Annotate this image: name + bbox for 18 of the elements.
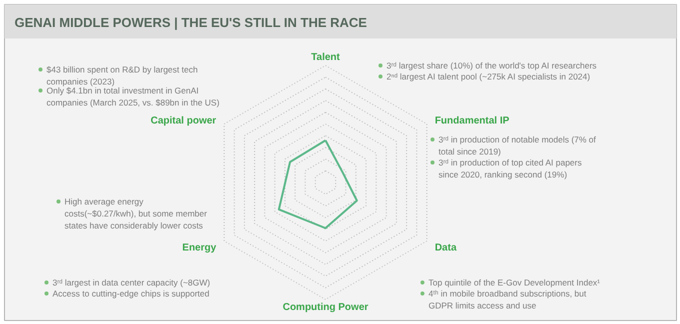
text: 4ᵗʰ in mobile broadband subscriptions, but GDPR limits access and use — [428, 288, 587, 310]
text: 3ʳᵈ largest in data center capacity (~8GW) — [52, 278, 210, 288]
text: 2ⁿᵈ largest AI talent pool (~275k AI specialists in 2024) — [386, 72, 590, 82]
text: High average energy costs(~$0.27/kwh), but some member states have considerably lower costs — [64, 196, 208, 230]
text: 3ʳᵈ largest share (10%) of the world's top AI researchers — [386, 60, 597, 70]
spoke-label: Talent — [311, 52, 341, 63]
spoke-label: Computing Power — [282, 302, 368, 313]
spoke-label: Data — [434, 242, 457, 254]
text: 3ʳᵈ in production of top cited AI papers since 2020, ranking second (19%) — [438, 158, 582, 180]
text: Top quintile of the E-Gov Development Index¹ — [428, 278, 600, 288]
text: 3ʳᵈ in production of notable models (7% of total since 2019) — [438, 134, 597, 156]
spoke-label: Capital power — [150, 116, 216, 126]
spoke-label: Energy — [182, 242, 217, 254]
text: $43 billion spent on R&D by largest tech companies (2023) — [46, 64, 198, 86]
chart-title: GENAI MIDDLE POWERS | THE EU'S STILL IN THE RACE — [14, 15, 368, 30]
text: Only $4.1bn in total investment in GenAI companies (March 2025, vs. $89bn in the US) — [46, 86, 220, 108]
spoke-label: Fundamental IP — [434, 116, 510, 126]
text: Access to cutting-edge chips is supported — [52, 288, 210, 298]
